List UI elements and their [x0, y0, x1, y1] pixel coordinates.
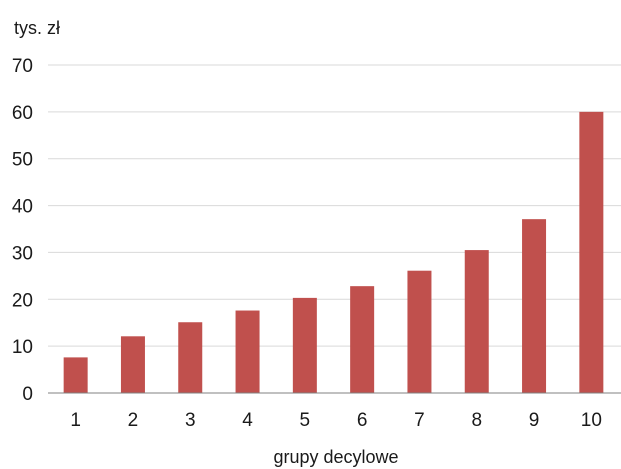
x-tick-label: 7 — [414, 410, 425, 431]
y-tick-label: 70 — [12, 56, 33, 77]
gridlines — [48, 64, 621, 347]
bar-decile-10 — [579, 111, 604, 393]
bars — [63, 111, 604, 393]
y-tick-label: 10 — [12, 337, 33, 358]
bar-decile-5 — [292, 297, 317, 393]
y-tick-label: 40 — [12, 197, 33, 218]
bar-decile-1 — [63, 357, 88, 393]
bar-decile-2 — [120, 336, 145, 393]
bar-decile-8 — [464, 250, 489, 393]
y-axis-label: tys. zł — [14, 18, 60, 38]
x-tick-label: 2 — [128, 410, 139, 431]
y-tick-label: 20 — [12, 290, 33, 311]
x-tick-label: 8 — [471, 410, 482, 431]
x-tick-label: 4 — [242, 410, 253, 431]
x-tick-label: 5 — [300, 410, 311, 431]
x-tick-label: 1 — [70, 410, 81, 431]
y-tick-label: 60 — [12, 103, 33, 124]
bar-decile-3 — [178, 322, 203, 393]
y-tick-label: 50 — [12, 150, 33, 171]
x-tick-label: 6 — [357, 410, 368, 431]
y-tick-labels: 0 10 20 30 40 50 60 70 — [12, 56, 33, 405]
bar-decile-9 — [522, 219, 547, 393]
bar-decile-7 — [407, 270, 432, 393]
bar-decile-6 — [350, 286, 375, 393]
y-tick-label: 0 — [22, 384, 33, 405]
y-tick-label: 30 — [12, 243, 33, 264]
x-tick-label: 10 — [581, 410, 602, 431]
x-tick-labels: 1 2 3 4 5 6 7 8 9 10 — [70, 410, 602, 431]
x-tick-label: 3 — [185, 410, 196, 431]
bar-decile-4 — [235, 310, 260, 393]
x-tick-label: 9 — [529, 410, 540, 431]
x-axis-label: grupy decylowe — [273, 447, 398, 467]
